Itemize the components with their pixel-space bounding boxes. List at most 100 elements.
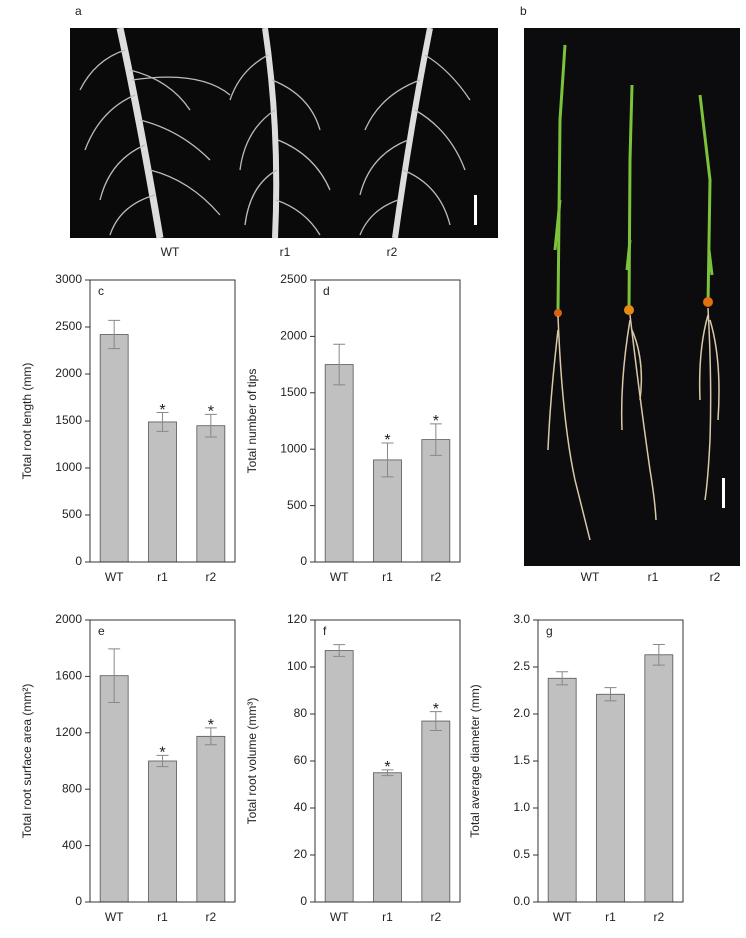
panel-label: a — [75, 4, 82, 18]
y-tick-label: 2000 — [280, 329, 307, 343]
y-tick-label: 20 — [294, 847, 308, 861]
error-bar — [652, 643, 665, 666]
photo-caption: r1 — [280, 245, 291, 259]
x-tick-label: r2 — [430, 570, 441, 584]
error-bar — [156, 754, 169, 768]
x-tick-label: WT — [330, 570, 349, 584]
x-tick-label: WT — [330, 910, 349, 924]
error-bar — [204, 413, 217, 438]
y-tick-label: 2500 — [280, 272, 307, 286]
bar — [547, 677, 577, 903]
x-tick-label: r2 — [205, 570, 216, 584]
y-tick-label: 1000 — [55, 460, 82, 474]
photo-b — [524, 28, 740, 566]
y-tick-label: 1600 — [55, 669, 82, 683]
significance-mark: * — [384, 759, 390, 776]
bar — [99, 334, 129, 563]
photo-caption: WT — [581, 570, 600, 584]
error-bar — [381, 442, 394, 478]
photo-caption: r1 — [648, 570, 659, 584]
plot-frame — [314, 279, 461, 563]
panel-label: b — [520, 4, 527, 18]
bar — [148, 760, 177, 903]
photo-caption: r2 — [710, 570, 721, 584]
y-tick-label: 100 — [287, 659, 307, 673]
error-bar — [604, 687, 617, 702]
y-tick-label: 0.0 — [513, 894, 530, 908]
y-tick-label: 3.0 — [513, 612, 530, 626]
y-axis-label: Total root surface area (mm²) — [20, 684, 34, 839]
y-tick-label: 1200 — [55, 725, 82, 739]
error-bar — [333, 343, 346, 386]
x-tick-label: WT — [105, 910, 124, 924]
y-tick-label: 0 — [300, 894, 307, 908]
error-bar — [429, 423, 442, 456]
error-bar — [381, 769, 394, 777]
y-axis-label: Total average diameter (mm) — [468, 684, 482, 837]
error-bar — [556, 671, 569, 686]
significance-mark: * — [433, 413, 439, 430]
bar — [373, 772, 402, 903]
x-tick-label: r2 — [430, 910, 441, 924]
significance-mark: * — [208, 717, 214, 734]
plot-frame — [89, 619, 236, 903]
x-tick-label: r1 — [605, 910, 616, 924]
bar — [596, 693, 625, 903]
y-axis-label: Total root length (mm) — [20, 363, 34, 480]
y-tick-label: 3000 — [55, 272, 82, 286]
panel-label: f — [323, 624, 327, 638]
y-tick-label: 500 — [62, 507, 82, 521]
y-tick-label: 1.0 — [513, 800, 530, 814]
bar — [644, 654, 674, 903]
error-bar — [156, 412, 169, 432]
significance-mark: * — [159, 402, 165, 419]
x-tick-label: r1 — [157, 570, 168, 584]
y-axis-label: Total number of tips — [245, 369, 259, 474]
error-bar — [204, 727, 217, 746]
y-tick-label: 2000 — [55, 366, 82, 380]
panel-label: c — [98, 284, 104, 298]
photo-caption: WT — [161, 245, 180, 259]
bar — [99, 675, 129, 903]
y-tick-label: 60 — [294, 753, 308, 767]
y-tick-label: 0.5 — [513, 847, 530, 861]
y-tick-label: 400 — [62, 838, 82, 852]
y-tick-label: 2000 — [55, 612, 82, 626]
significance-mark: * — [159, 745, 165, 762]
error-bar — [429, 711, 442, 731]
y-tick-label: 1500 — [280, 385, 307, 399]
y-tick-label: 1000 — [280, 441, 307, 455]
x-tick-label: WT — [553, 910, 572, 924]
y-tick-label: 2.0 — [513, 706, 530, 720]
y-tick-label: 40 — [294, 800, 308, 814]
panel-label: g — [546, 624, 553, 638]
x-tick-label: r1 — [157, 910, 168, 924]
bar — [421, 720, 451, 903]
y-axis-label: Total root volume (mm³) — [245, 698, 259, 825]
bar — [324, 364, 354, 563]
bar — [196, 425, 226, 563]
plot-frame — [314, 619, 461, 903]
error-bar — [333, 644, 346, 657]
y-tick-label: 1500 — [55, 413, 82, 427]
x-tick-label: r1 — [382, 570, 393, 584]
error-bar — [108, 648, 121, 703]
y-tick-label: 0 — [75, 894, 82, 908]
significance-mark: * — [384, 432, 390, 449]
y-tick-label: 80 — [294, 706, 308, 720]
x-tick-label: r2 — [205, 910, 216, 924]
plot-frame — [537, 619, 684, 903]
x-tick-label: r1 — [382, 910, 393, 924]
x-tick-label: r2 — [653, 910, 664, 924]
y-tick-label: 1.5 — [513, 753, 530, 767]
y-tick-label: 2500 — [55, 319, 82, 333]
bar — [196, 735, 226, 903]
bar — [148, 421, 177, 563]
y-tick-label: 120 — [287, 612, 307, 626]
x-tick-label: WT — [105, 570, 124, 584]
bar — [324, 650, 354, 903]
y-tick-label: 0 — [300, 554, 307, 568]
panel-label: d — [323, 284, 330, 298]
significance-mark: * — [208, 404, 214, 421]
